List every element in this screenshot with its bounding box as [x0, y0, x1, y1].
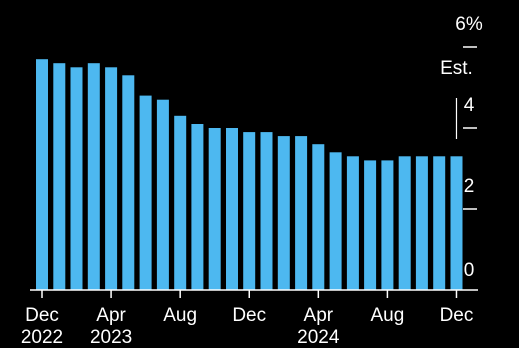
y-tick-label: 2 — [464, 176, 475, 197]
estimate-label: Est. — [440, 58, 473, 79]
y-tick-label: 0 — [464, 260, 475, 281]
bar-dec-2023 — [243, 132, 256, 290]
x-tick-label: Dec — [25, 305, 59, 326]
bar-jul-2024 — [364, 160, 377, 290]
bar-sep-2024 — [398, 156, 411, 290]
x-tick-label: Apr — [304, 305, 334, 326]
bar-apr-2024 — [312, 144, 325, 290]
bar-nov-2024 — [433, 156, 446, 290]
bar-jun-2023 — [139, 95, 152, 290]
bar-feb-2024 — [277, 136, 290, 290]
y-axis: 6% 4 2 0 — [455, 14, 483, 281]
y-tick-label: 4 — [464, 95, 475, 116]
x-tick-label: Dec — [440, 305, 474, 326]
bar-dec-2024 — [450, 156, 463, 290]
bar-may-2024 — [329, 152, 342, 290]
x-tick-year-label: 2023 — [90, 327, 132, 348]
bar-jul-2023 — [156, 99, 169, 290]
bar-jan-2024 — [260, 132, 273, 290]
bar-feb-2023 — [70, 67, 83, 291]
bar-mar-2024 — [295, 136, 308, 290]
y-tick-label: 6% — [455, 14, 483, 35]
bar-dec-2022 — [36, 59, 48, 291]
bar-nov-2023 — [226, 128, 238, 290]
bar-apr-2023 — [105, 67, 118, 291]
x-tick-year-label: 2024 — [297, 327, 340, 348]
bar-may-2023 — [122, 75, 135, 290]
x-tick-label: Aug — [163, 305, 197, 326]
bar-sep-2023 — [191, 124, 204, 290]
estimate-annotation: Est. — [440, 58, 473, 139]
bar-jan-2023 — [53, 63, 66, 291]
x-tick-label: Apr — [96, 305, 126, 326]
bar-aug-2024 — [381, 160, 394, 290]
bars-group — [36, 59, 463, 291]
x-tick-label: Dec — [232, 305, 266, 326]
bar-oct-2023 — [208, 128, 221, 290]
bar-mar-2023 — [87, 63, 100, 291]
x-tick-year-label: 2022 — [21, 327, 63, 348]
bar-jun-2024 — [346, 156, 359, 290]
bar-oct-2024 — [415, 156, 428, 290]
bar-aug-2023 — [174, 115, 187, 290]
x-tick-label: Aug — [370, 305, 404, 326]
